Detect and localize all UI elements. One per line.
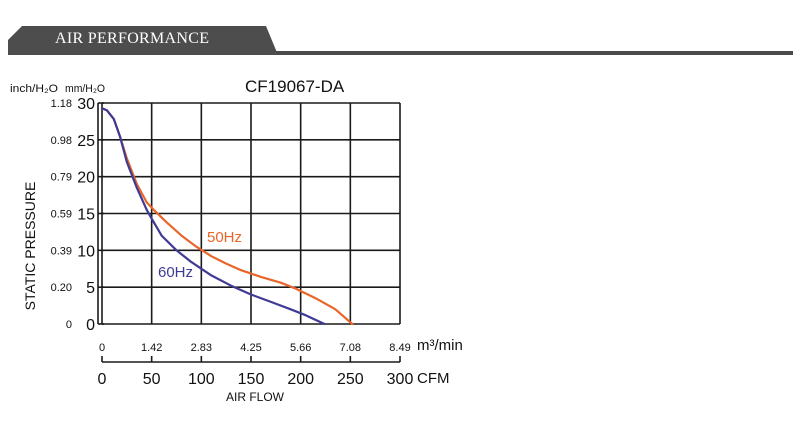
header-tab: AIR PERFORMANCE <box>8 26 278 55</box>
y-tick-label-mm-20: 20 <box>77 170 95 187</box>
x-tick-label-cfm-150: 150 <box>238 371 265 388</box>
chart-title: CF19067-DA <box>245 77 345 96</box>
x-tick-label-cfm-100: 100 <box>188 371 215 388</box>
y-tick-label-inch-0: 0 <box>66 319 72 331</box>
y-axis-label: STATIC PRESSURE <box>22 182 38 311</box>
air-performance-chart: 50Hz 60Hz CF19067-DA inch/H₂O mm/H₂O STAT… <box>10 77 463 404</box>
y-tick-label-inch-4: 0.79 <box>51 172 72 184</box>
series-label-50hz: 50Hz <box>207 229 242 246</box>
x-tick-label-cfm-50: 50 <box>143 371 161 388</box>
y-tick-label-mm-0: 0 <box>86 317 95 334</box>
header-rule <box>8 51 793 55</box>
y-tick-label-inch-6: 1.18 <box>51 98 72 110</box>
x-unit-m3: m³/min <box>417 337 463 354</box>
y-tick-label-inch-5: 0.98 <box>51 135 72 147</box>
series-label-60hz: 60Hz <box>158 264 193 281</box>
x-tick-label-m3-3: 4.25 <box>240 342 261 354</box>
x-tick-label-m3-0: 0 <box>99 342 105 354</box>
x-tick-label-cfm-250: 250 <box>337 371 364 388</box>
y-tick-label-mm-25: 25 <box>77 133 95 150</box>
x-tick-label-cfm-300: 300 <box>387 371 414 388</box>
y-tick-label-inch-2: 0.39 <box>51 245 72 257</box>
x-tick-label-cfm-200: 200 <box>287 371 314 388</box>
y-tick-label-mm-5: 5 <box>86 280 95 297</box>
y-tick-label-inch-3: 0.59 <box>51 209 72 221</box>
x-tick-label-m3-1: 1.42 <box>141 342 162 354</box>
section-header: AIR PERFORMANCE <box>8 26 793 56</box>
x-tick-label-m3-6: 8.49 <box>389 342 410 354</box>
y-unit-mm: mm/H₂O <box>65 83 105 95</box>
x-axis-label: AIR FLOW <box>226 390 285 404</box>
y-unit-inch: inch/H₂O <box>10 83 58 95</box>
y-tick-label-mm-10: 10 <box>77 243 95 260</box>
y-tick-label-mm-15: 15 <box>77 207 95 224</box>
curve-60hz <box>100 107 326 326</box>
x-unit-cfm: CFM <box>417 370 450 387</box>
chart-curves: 50Hz 60Hz <box>100 107 354 326</box>
chart-frame <box>97 102 401 363</box>
chart-grid <box>101 102 401 325</box>
x-tick-label-cfm-0: 0 <box>98 371 107 388</box>
x-tick-label-m3-5: 7.08 <box>340 342 361 354</box>
header-title: AIR PERFORMANCE <box>55 30 210 47</box>
x-tick-label-m3-4: 5.66 <box>290 342 311 354</box>
x-tick-label-m3-2: 2.83 <box>191 342 212 354</box>
y-tick-label-mm-30: 30 <box>77 96 95 113</box>
y-tick-label-inch-1: 0.20 <box>51 282 72 294</box>
